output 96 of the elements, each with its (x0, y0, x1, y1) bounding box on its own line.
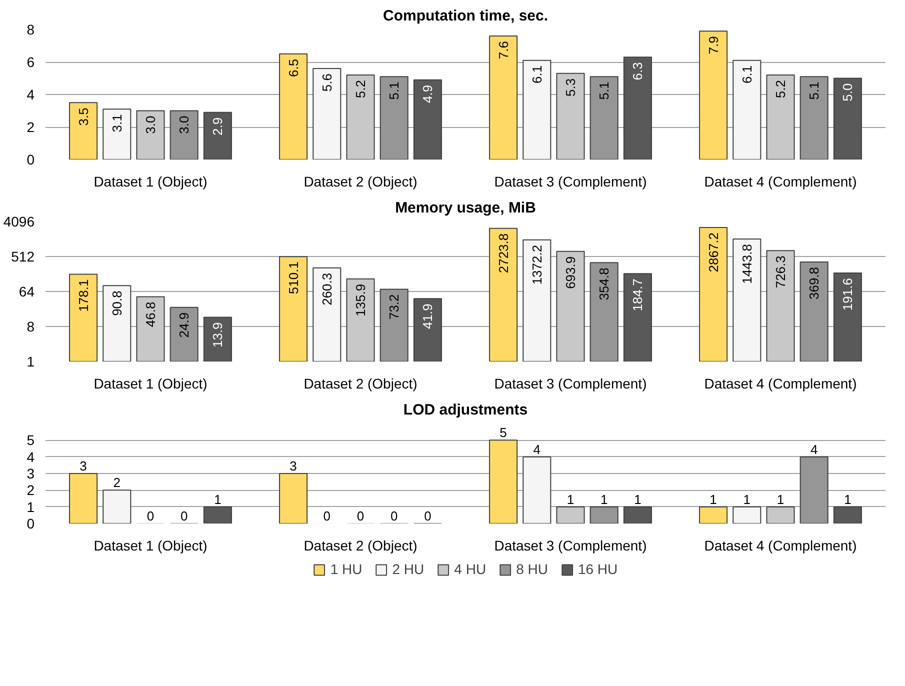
data-label: 5.2 (773, 80, 788, 98)
y-tick-label: 2 (26, 119, 35, 135)
data-label: 4 (533, 442, 541, 457)
data-label: 1 (710, 492, 717, 507)
data-label: 4 (810, 442, 818, 457)
x-tick-label: Dataset 1 (Object) (94, 174, 208, 190)
data-label: 5.3 (563, 78, 578, 96)
data-label: 0 (180, 508, 188, 524)
data-label: 6.1 (739, 65, 754, 84)
legend-label: 1 HU (330, 561, 362, 577)
data-label: 90.8 (109, 290, 124, 316)
data-label: 0 (424, 508, 432, 524)
y-tick-label: 0 (26, 516, 35, 532)
y-tick-label: 512 (11, 248, 35, 264)
data-label: 3 (80, 458, 87, 474)
x-tick-label: Dataset 4 (Complement) (704, 538, 857, 554)
data-label: 3.0 (143, 116, 158, 134)
data-label: 46.8 (143, 302, 158, 328)
data-label: 0 (356, 508, 364, 524)
data-label: 2723.8 (496, 233, 511, 274)
y-tick-label: 8 (26, 318, 35, 334)
data-label: 1443.8 (739, 244, 754, 284)
data-label: 6.3 (630, 62, 646, 80)
x-tick-label: Dataset 2 (Object) (304, 174, 418, 190)
data-label: 1 (600, 492, 608, 507)
y-tick-label: 4 (26, 448, 35, 465)
x-tick-label: Dataset 3 (Complement) (494, 376, 647, 392)
data-label: 5.6 (319, 73, 334, 92)
data-label: 135.9 (353, 284, 368, 316)
data-label: 5.0 (840, 83, 856, 102)
data-label: 2 (113, 475, 121, 490)
data-label: 184.7 (630, 278, 646, 312)
data-label: 24.9 (176, 312, 192, 338)
data-label: 191.6 (840, 278, 856, 311)
x-tick-label: Dataset 4 (Complement) (704, 376, 857, 392)
data-label: 3.1 (109, 114, 124, 132)
x-tick-label: Dataset 3 (Complement) (494, 538, 647, 554)
legend-label: 2 HU (392, 561, 424, 577)
data-label: 726.3 (773, 256, 788, 288)
chart-title: Computation time, sec. (382, 8, 548, 24)
chart-title: LOD adjustments (403, 402, 528, 418)
legend-label: 4 HU (454, 561, 486, 577)
data-label: 3.5 (76, 108, 91, 126)
data-label: 354.8 (596, 268, 612, 300)
data-label: 1372.2 (529, 244, 544, 285)
data-label: 6.1 (529, 65, 544, 84)
data-label: 1 (776, 492, 784, 507)
data-label: 73.2 (386, 294, 402, 320)
y-tick-label: 4 (26, 86, 35, 102)
data-label: 1 (214, 492, 222, 507)
data-label: 5.2 (353, 80, 368, 98)
x-tick-label: Dataset 1 (Object) (94, 538, 208, 554)
chart-title: Memory usage, MiB (395, 200, 536, 216)
x-tick-label: Dataset 3 (Complement) (494, 174, 647, 190)
data-label: 693.9 (563, 256, 578, 289)
data-label: 3.0 (176, 116, 192, 134)
x-tick-label: Dataset 2 (Object) (304, 538, 418, 554)
y-tick-label: 0 (26, 152, 35, 168)
data-label: 1 (844, 492, 852, 507)
data-label: 178.1 (76, 279, 91, 312)
x-tick-label: Dataset 1 (Object) (94, 376, 208, 392)
y-tick-label: 6 (26, 54, 35, 70)
data-label: 369.8 (806, 266, 822, 300)
data-label: 1 (743, 492, 751, 507)
y-tick-label: 5 (26, 432, 35, 448)
y-tick-label: 4096 (3, 214, 35, 230)
data-label: 5.1 (806, 82, 822, 100)
data-label: 0 (390, 508, 398, 524)
legend-label: 16 HU (578, 561, 618, 577)
data-label: 13.9 (210, 322, 226, 348)
legend-label: 8 HU (516, 561, 548, 577)
data-label: 260.3 (319, 272, 334, 306)
y-tick-label: 8 (26, 22, 35, 38)
data-label: 0 (323, 508, 331, 524)
data-label: 1 (634, 492, 642, 507)
data-label: 6.5 (286, 58, 301, 77)
y-tick-label: 64 (18, 284, 35, 300)
data-label: 510.1 (286, 262, 301, 294)
data-label: 41.9 (420, 304, 436, 329)
x-tick-label: Dataset 4 (Complement) (704, 174, 857, 190)
data-label: 3 (290, 458, 297, 474)
y-tick-label: 3 (26, 466, 35, 482)
data-label: 1 (566, 492, 574, 507)
data-label: 7.9 (706, 36, 721, 54)
data-label: 7.6 (496, 40, 511, 60)
data-label: 5.1 (596, 82, 612, 100)
y-tick-label: 2 (26, 482, 35, 498)
data-label: 4.9 (420, 84, 436, 103)
x-tick-label: Dataset 2 (Object) (304, 376, 418, 392)
data-label: 0 (146, 508, 154, 524)
data-label: 2.9 (210, 117, 226, 136)
data-label: 5.1 (386, 82, 402, 100)
data-label: 2867.2 (706, 232, 721, 272)
y-tick-label: 1 (26, 498, 35, 515)
y-tick-label: 1 (26, 354, 35, 370)
data-label: 5 (500, 425, 507, 440)
